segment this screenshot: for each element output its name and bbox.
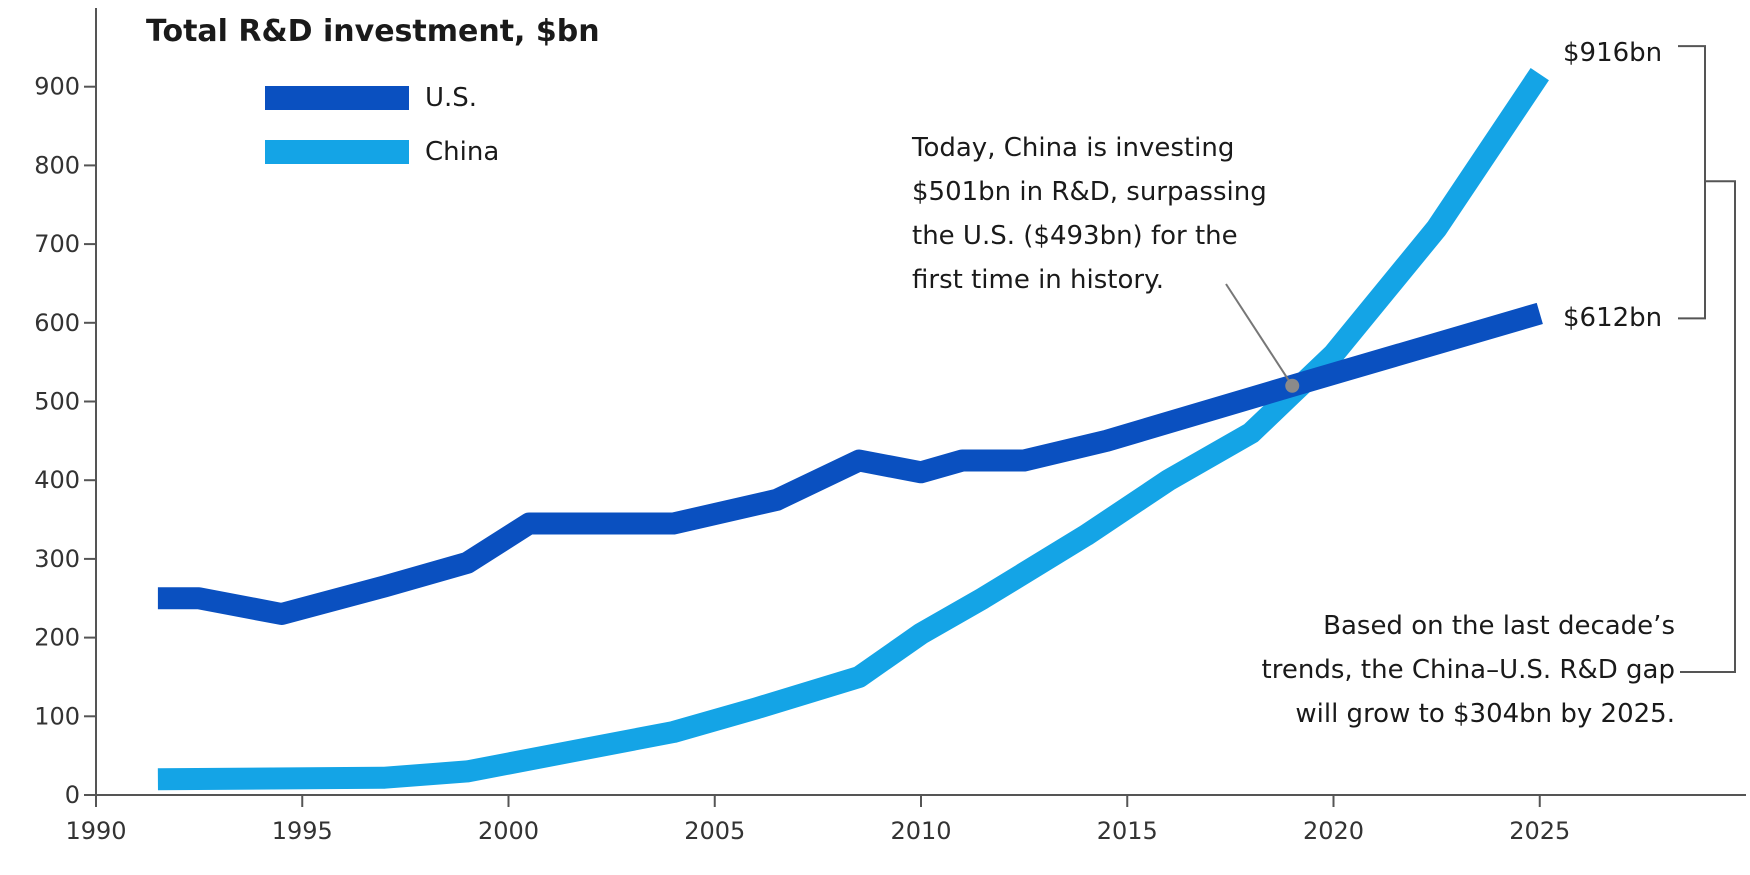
series-line-us bbox=[157, 302, 1543, 625]
legend-swatch-us bbox=[265, 86, 409, 110]
x-tick-label: 1990 bbox=[65, 817, 126, 845]
x-tick-label: 2020 bbox=[1303, 817, 1364, 845]
gap-annotation-line: trends, the China–U.S. R&D gap bbox=[1261, 655, 1675, 685]
y-tick-label: 200 bbox=[34, 624, 80, 652]
x-tick-label: 1995 bbox=[272, 817, 333, 845]
legend-label-us: U.S. bbox=[425, 83, 478, 113]
crossover-annotation-line: first time in history. bbox=[912, 265, 1165, 295]
y-tick-label: 600 bbox=[34, 309, 80, 337]
x-tick-label: 2000 bbox=[478, 817, 539, 845]
crossover-annotation-line: Today, China is investing bbox=[912, 133, 1235, 163]
x-tick-label: 2025 bbox=[1509, 817, 1570, 845]
crossover-annotation: Today, China is investing $501bn in R&D,… bbox=[912, 126, 1267, 302]
gap-bracket-connector bbox=[1680, 180, 1736, 673]
legend-swatch-china bbox=[265, 140, 409, 164]
gap-annotation: Based on the last decade’s trends, the C… bbox=[1262, 604, 1675, 736]
y-tick-label: 900 bbox=[34, 73, 80, 101]
y-tick-label: 700 bbox=[34, 230, 80, 258]
legend-item-china: China bbox=[265, 137, 499, 167]
crossover-annotation-line: the U.S. ($493bn) for the bbox=[912, 221, 1238, 251]
china-end-label: $916bn bbox=[1563, 38, 1663, 68]
crossover-annotation-line: $501bn in R&D, surpassing bbox=[912, 177, 1267, 207]
crossover-leader-line bbox=[1225, 283, 1294, 387]
gap-annotation-line: will grow to $304bn by 2025. bbox=[1295, 699, 1675, 729]
legend-item-us: U.S. bbox=[265, 83, 477, 113]
crossover-marker bbox=[1285, 378, 1300, 393]
y-tick-label: 100 bbox=[34, 702, 80, 730]
y-tick-label: 300 bbox=[34, 545, 80, 573]
y-tick-label: 500 bbox=[34, 388, 80, 416]
y-tick-label: 0 bbox=[65, 781, 80, 809]
y-tick-label: 800 bbox=[34, 151, 80, 179]
us-end-label: $612bn bbox=[1563, 303, 1663, 333]
series-layer bbox=[157, 67, 1549, 791]
legend-label-china: China bbox=[425, 137, 500, 167]
x-tick-label: 2005 bbox=[684, 817, 745, 845]
chart-title: Total R&D investment, $bn bbox=[146, 14, 600, 49]
x-tick-label: 2010 bbox=[890, 817, 951, 845]
y-tick-label: 400 bbox=[34, 466, 80, 494]
gap-annotation-line: Based on the last decade’s bbox=[1323, 611, 1675, 641]
gap-bracket bbox=[1678, 45, 1706, 320]
x-tick-label: 2015 bbox=[1097, 817, 1158, 845]
axes: 0 100 200 300 400 500 600 700 800 900 1990 1995 2000… bbox=[34, 8, 1746, 845]
annotation-layer bbox=[1225, 45, 1736, 673]
